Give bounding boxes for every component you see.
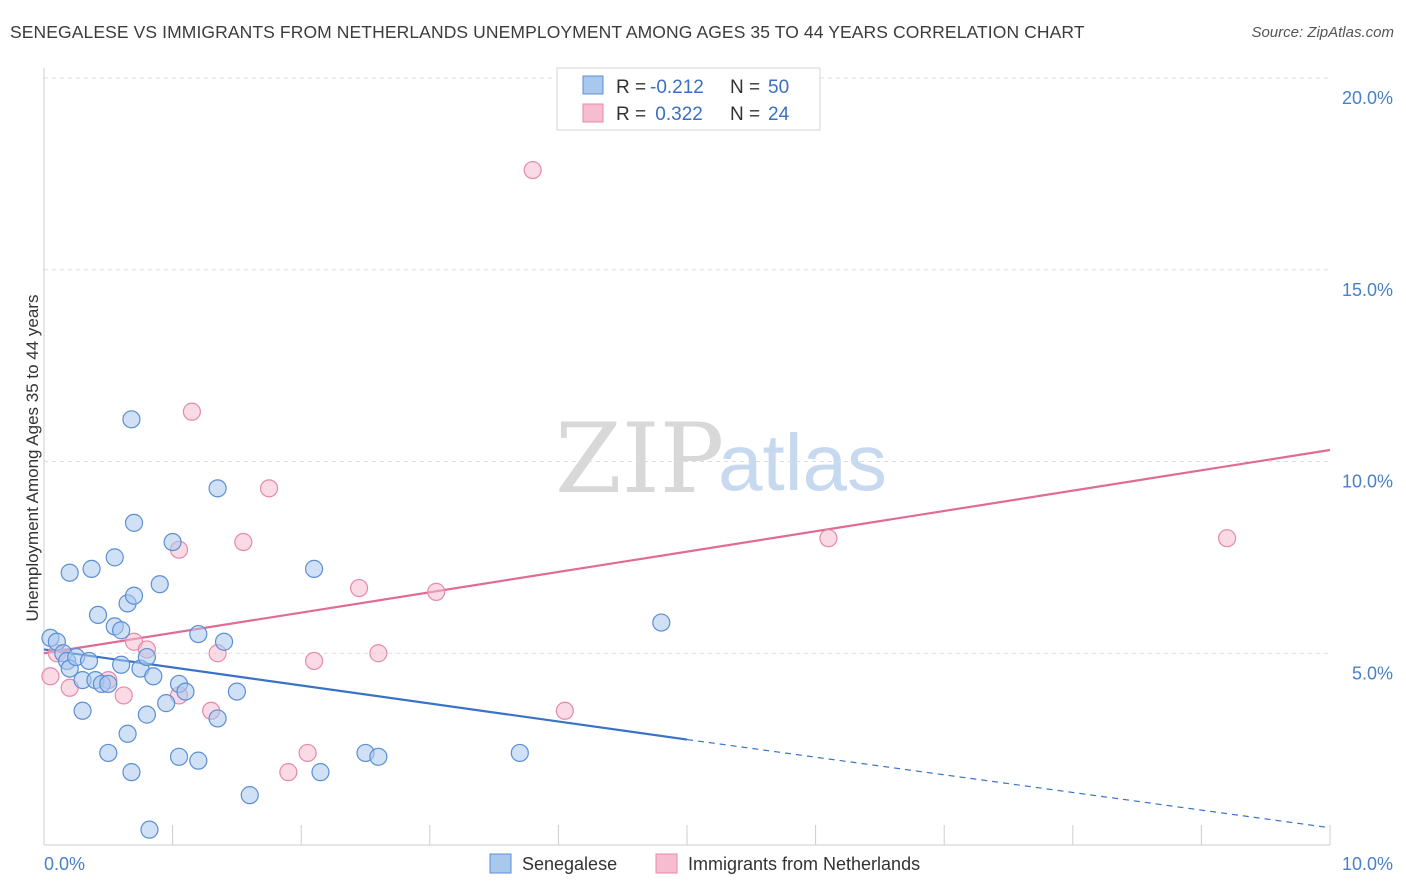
point-senegalese-20 xyxy=(163,532,182,552)
point-senegalese-22 xyxy=(176,682,195,701)
point-netherlands-18 xyxy=(369,644,388,663)
point-senegalese-17 xyxy=(144,667,163,686)
point-senegalese-10 xyxy=(99,674,118,694)
series-legend: Senegalese Immigrants from Netherlands xyxy=(489,853,920,874)
point-netherlands-12 xyxy=(234,532,253,552)
point-senegalese-7 xyxy=(79,651,99,671)
point-senegalese-14 xyxy=(124,586,144,605)
point-senegalese-31 xyxy=(124,513,144,532)
point-senegalese-43 xyxy=(311,763,330,782)
legend-n-value-1: 50 xyxy=(768,77,789,98)
point-netherlands-22 xyxy=(819,529,838,548)
point-senegalese-48 xyxy=(140,820,159,839)
series-swatch-senegalese xyxy=(489,853,512,874)
y-tick-label-1: 10.0% xyxy=(1342,472,1393,492)
point-senegalese-41 xyxy=(240,786,259,805)
point-netherlands-0 xyxy=(41,667,60,686)
point-senegalese-30 xyxy=(105,548,124,567)
point-netherlands-19 xyxy=(427,582,446,601)
point-senegalese-46 xyxy=(510,743,529,763)
y-tick-label-2: 15.0% xyxy=(1342,280,1393,300)
correlation-legend: R = -0.212 N = 50 R = 0.322 N = 24 xyxy=(556,67,821,131)
point-senegalese-39 xyxy=(189,751,208,770)
point-senegalese-42 xyxy=(304,559,324,578)
point-netherlands-17 xyxy=(349,578,369,598)
watermark-atlas: atlas xyxy=(718,418,887,507)
point-netherlands-20 xyxy=(523,160,542,180)
point-senegalese-27 xyxy=(60,563,79,582)
point-senegalese-18 xyxy=(150,575,169,594)
grid-lines xyxy=(44,77,1330,654)
legend-n-label-2: N = xyxy=(730,104,760,125)
point-senegalese-34 xyxy=(99,743,118,763)
trend-line-netherlands xyxy=(43,448,1331,655)
point-netherlands-9 xyxy=(182,402,201,421)
point-senegalese-45 xyxy=(369,747,388,766)
legend-n-label-1: N = xyxy=(730,77,760,98)
data-points xyxy=(41,160,1237,839)
point-netherlands-13 xyxy=(259,479,279,498)
point-senegalese-47 xyxy=(652,613,671,632)
y-axis-label: Unemployment Among Ages 35 to 44 years xyxy=(23,295,42,622)
point-netherlands-16 xyxy=(304,651,324,671)
x-tick-label-0: 0.0% xyxy=(44,854,85,874)
trend-line-senegalese-extension xyxy=(686,738,1331,829)
point-senegalese-25 xyxy=(214,632,234,651)
legend-r-value-2: 0.322 xyxy=(650,104,703,125)
source-credit: Source: ZipAtlas.com xyxy=(1251,24,1394,41)
point-senegalese-33 xyxy=(73,701,92,720)
legend-r-value-1: -0.212 xyxy=(650,77,704,98)
point-senegalese-49 xyxy=(112,655,131,674)
axes xyxy=(43,68,1331,846)
series-swatch-netherlands xyxy=(655,853,678,874)
legend-r-label-2: R = xyxy=(616,104,646,125)
y-tick-label-3: 20.0% xyxy=(1342,88,1393,108)
point-senegalese-32 xyxy=(122,410,141,429)
point-senegalese-24 xyxy=(208,479,227,498)
point-senegalese-12 xyxy=(112,621,131,640)
point-netherlands-21 xyxy=(555,701,574,720)
point-senegalese-35 xyxy=(118,724,137,743)
tick-labels: 5.0% 10.0% 15.0% 20.0% 0.0% 10.0% xyxy=(44,88,1393,874)
point-senegalese-19 xyxy=(157,694,176,713)
legend-r-label-1: R = xyxy=(616,77,646,98)
point-senegalese-28 xyxy=(82,559,101,578)
point-netherlands-23 xyxy=(1218,529,1237,548)
point-senegalese-36 xyxy=(122,763,141,782)
legend-swatch-senegalese xyxy=(582,75,604,95)
series-label-netherlands: Immigrants from Netherlands xyxy=(688,854,920,874)
point-senegalese-38 xyxy=(169,747,189,766)
point-senegalese-29 xyxy=(88,605,108,625)
point-netherlands-14 xyxy=(279,763,298,782)
point-senegalese-40 xyxy=(208,709,227,728)
point-netherlands-4 xyxy=(114,686,133,705)
y-tick-label-0: 5.0% xyxy=(1352,663,1393,683)
legend-n-value-2: 24 xyxy=(768,104,790,125)
point-senegalese-26 xyxy=(227,682,246,701)
point-netherlands-15 xyxy=(298,743,317,763)
chart-title: SENEGALESE VS IMMIGRANTS FROM NETHERLAND… xyxy=(10,22,1085,42)
legend-swatch-netherlands xyxy=(582,103,604,123)
series-label-senegalese: Senegalese xyxy=(522,854,617,874)
point-senegalese-37 xyxy=(137,705,156,724)
x-tick-label-1: 10.0% xyxy=(1342,854,1393,874)
watermark-zip: ZIP xyxy=(555,403,724,515)
point-senegalese-23 xyxy=(189,624,208,644)
point-senegalese-16 xyxy=(137,647,156,667)
